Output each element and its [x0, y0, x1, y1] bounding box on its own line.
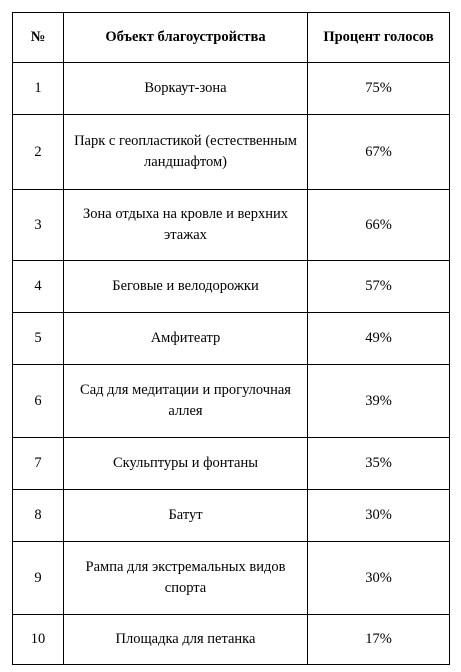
row-percent: 30%: [307, 541, 450, 615]
row-percent: 35%: [307, 437, 450, 490]
row-percent: 67%: [307, 114, 450, 190]
row-number: 2: [12, 114, 64, 190]
table-row: 8 Батут 30%: [12, 489, 450, 542]
vote-results-table: № Объект благоустройства Процент голосов…: [12, 12, 450, 665]
row-percent: 30%: [307, 489, 450, 542]
row-number: 8: [12, 489, 64, 542]
row-percent: 57%: [307, 260, 450, 313]
row-object: Зона отдыха на кровле и верхних этажах: [63, 189, 308, 261]
row-object: Скульптуры и фонтаны: [63, 437, 308, 490]
row-object: Беговые и велодорожки: [63, 260, 308, 313]
row-number: 7: [12, 437, 64, 490]
row-percent: 66%: [307, 189, 450, 261]
table-row: 7 Скульптуры и фонтаны 35%: [12, 437, 450, 490]
table-row: 1 Воркаут-зона 75%: [12, 62, 450, 115]
table-row: 10 Площадка для петанка 17%: [12, 614, 450, 665]
header-percent: Процент голосов: [307, 12, 450, 63]
table-row: 6 Сад для медитации и прогулочная аллея …: [12, 364, 450, 438]
header-object: Объект благоустройства: [63, 12, 308, 63]
row-percent: 39%: [307, 364, 450, 438]
row-object: Сад для медитации и прогулочная аллея: [63, 364, 308, 438]
row-percent: 49%: [307, 312, 450, 365]
row-number: 1: [12, 62, 64, 115]
row-object: Парк с геопластикой (естественным ландша…: [63, 114, 308, 190]
row-object: Рампа для экстремальных видов спорта: [63, 541, 308, 615]
table-row: 2 Парк с геопластикой (естественным ланд…: [12, 114, 450, 190]
header-number: №: [12, 12, 64, 63]
row-number: 6: [12, 364, 64, 438]
row-object: Батут: [63, 489, 308, 542]
row-number: 4: [12, 260, 64, 313]
table-row: 9 Рампа для экстремальных видов спорта 3…: [12, 541, 450, 615]
table-row: 5 Амфитеатр 49%: [12, 312, 450, 365]
row-object: Площадка для петанка: [63, 614, 308, 665]
row-number: 3: [12, 189, 64, 261]
row-object: Воркаут-зона: [63, 62, 308, 115]
row-percent: 17%: [307, 614, 450, 665]
table-row: 4 Беговые и велодорожки 57%: [12, 260, 450, 313]
row-percent: 75%: [307, 62, 450, 115]
row-number: 9: [12, 541, 64, 615]
row-object: Амфитеатр: [63, 312, 308, 365]
row-number: 10: [12, 614, 64, 665]
header-row: № Объект благоустройства Процент голосов: [12, 12, 450, 63]
row-number: 5: [12, 312, 64, 365]
table-row: 3 Зона отдыха на кровле и верхних этажах…: [12, 189, 450, 261]
